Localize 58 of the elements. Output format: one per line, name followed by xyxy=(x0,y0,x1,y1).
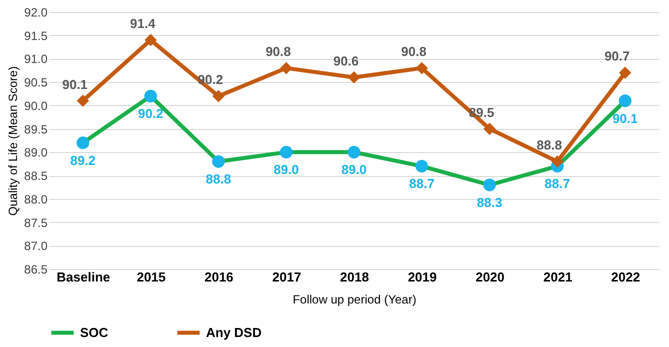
point xyxy=(348,146,360,158)
y-axis-title: Quality of Life (Mean Score) xyxy=(6,66,20,216)
x-tick-label: 2017 xyxy=(272,270,302,284)
point xyxy=(348,71,360,84)
x-tick-label: 2018 xyxy=(340,270,369,284)
point xyxy=(416,62,428,74)
legend-label: SOC xyxy=(80,324,109,340)
y-tick-label: 87.5 xyxy=(24,216,48,230)
y-tick-label: 87.0 xyxy=(24,239,48,254)
y-tick-label: 89.5 xyxy=(24,122,48,136)
x-tick-label: 2019 xyxy=(408,270,437,284)
point xyxy=(144,90,157,102)
x-tick-label: 2020 xyxy=(476,270,505,284)
point xyxy=(483,178,496,192)
point xyxy=(483,122,496,135)
data-label: 89.2 xyxy=(70,152,96,168)
point xyxy=(618,94,632,108)
y-tick-label: 89.0 xyxy=(24,146,48,160)
data-label: 88.8 xyxy=(206,172,232,187)
y-tick-label: 92.0 xyxy=(24,6,48,20)
y-tick-label: 88.0 xyxy=(24,192,48,206)
data-label: 90.2 xyxy=(138,106,164,122)
point xyxy=(212,90,225,102)
point xyxy=(280,62,292,74)
data-label: 89.0 xyxy=(341,162,367,178)
y-tick-label: 91.0 xyxy=(24,52,48,66)
y-tick-label: 91.5 xyxy=(24,28,48,43)
x-axis-title: Follow up period (Year) xyxy=(292,292,416,306)
point xyxy=(212,155,225,168)
data-label: 90.6 xyxy=(333,53,359,68)
x-tick-label: 2015 xyxy=(136,270,166,284)
point xyxy=(551,155,564,168)
y-tick-label: 86.5 xyxy=(24,262,48,276)
data-label: 90.1 xyxy=(62,76,88,92)
data-label: 90.1 xyxy=(612,110,638,126)
x-tick-label: 2021 xyxy=(543,270,572,284)
data-label: 88.7 xyxy=(409,176,434,192)
data-label: 91.4 xyxy=(130,16,156,32)
y-tick-label: 88.5 xyxy=(24,169,48,184)
data-label: 90.8 xyxy=(401,44,426,60)
legend-label: Any DSD xyxy=(206,324,262,340)
x-tick-label: Baseline xyxy=(56,270,110,284)
point xyxy=(618,66,632,79)
x-tick-label: 2022 xyxy=(611,270,640,284)
point xyxy=(280,146,293,158)
data-label: 88.7 xyxy=(544,176,570,192)
point xyxy=(76,94,90,107)
data-label: 88.3 xyxy=(476,194,502,210)
x-tick-label: 2016 xyxy=(204,270,234,284)
data-label: 89.0 xyxy=(274,162,299,178)
y-tick-label: 90.5 xyxy=(24,76,48,90)
data-label: 88.8 xyxy=(536,138,562,153)
data-label: 90.7 xyxy=(604,48,630,64)
point xyxy=(415,160,428,173)
y-tick-label: 90.0 xyxy=(24,98,48,113)
point xyxy=(76,136,90,150)
data-label: 90.8 xyxy=(266,44,291,60)
point xyxy=(144,34,157,46)
